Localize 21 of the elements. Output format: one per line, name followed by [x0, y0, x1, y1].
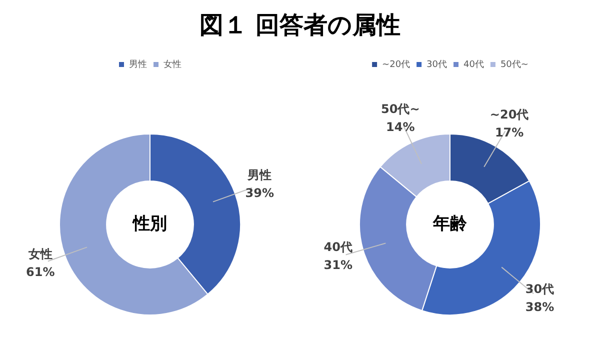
text: 性別 [132, 214, 167, 234]
legend-label: 女性 [164, 58, 182, 70]
data-label: 39% [245, 186, 274, 200]
legend-label: 30代 [426, 58, 447, 70]
legend-label: 男性 [129, 58, 147, 70]
slice-label: 30代 [525, 282, 554, 296]
legend-label: 50代~ [500, 58, 528, 70]
slice-label: 男性 [246, 168, 272, 182]
data-label: 17% [494, 125, 524, 140]
data-label: 38% [525, 300, 554, 314]
text: 年齢 [432, 214, 468, 234]
slice-label: ~20代 [490, 107, 529, 122]
slice-label: 40代 [324, 240, 352, 254]
data-label: 14% [386, 120, 415, 134]
chart-title: 図１ 回答者の属性 [198, 10, 402, 41]
slice-label: 女性 [27, 247, 52, 262]
data-label: 61% [26, 265, 55, 280]
legend-label: 40代 [464, 58, 484, 70]
slice-label: 50代~ [381, 102, 420, 116]
data-label: 31% [324, 258, 352, 272]
legend-label: ~20代 [382, 58, 410, 70]
